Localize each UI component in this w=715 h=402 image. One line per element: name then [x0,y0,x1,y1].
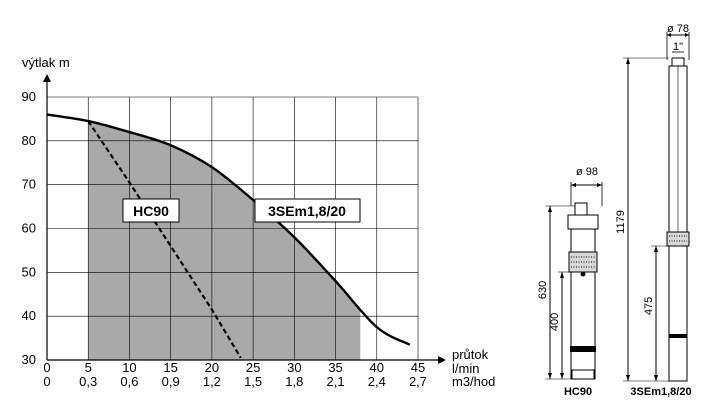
x-axis-arrow [438,356,446,364]
x-axis-unit-lmin: l/min [452,361,479,376]
y-axis-label: výtlak m [22,55,70,70]
x-tick-label-lmin: 45 [411,360,425,375]
x-tick-label-lmin: 15 [163,360,177,375]
y-tick-label: 70 [22,177,36,192]
hc90-inner-label: 400 [549,313,561,331]
x-origin-label: 0 [43,360,50,375]
chart-axes [43,74,446,364]
x-tick-label-m3h: 2,1 [327,374,345,389]
x-tick-label-m3h: 2,4 [368,374,386,389]
tick-labels: 30 40 50 60 70 80 90 5 10 15 20 25 30 35 40 45 00 0,3 0,6 0… [22,89,428,389]
series-3sem [46,113,411,346]
y-tick-label: 30 [22,352,36,367]
chart-gridlines [47,96,419,360]
3sem-height-label: 1179 [615,210,627,234]
y-tick-label: 80 [22,133,36,148]
x-tick-label-lmin: 35 [328,360,342,375]
svg-text:3SEm1,8/20: 3SEm1,8/20 [268,203,346,219]
3sem-pump-drawing: ø 78 1" 1179 475 3SEm1,8/20 [615,23,692,398]
y-tick-label: 40 [22,308,36,323]
x-tick-label-lmin: 25 [246,360,260,375]
3sem-name: 3SEm1,8/20 [630,386,691,398]
series-label-hc90: HC90 [122,198,180,223]
y-tick-label: 60 [22,221,36,236]
series-hc90 [87,120,242,359]
3sem-inner-label: 475 [643,297,655,315]
y-tick-label: 90 [22,89,36,104]
x-tick-label-lmin: 20 [205,360,219,375]
x-tick-label-m3h: 1,8 [285,374,303,389]
operating-range-shading [88,121,361,360]
svg-text:HC90: HC90 [133,203,169,219]
x-tick-label-lmin: 40 [370,360,384,375]
x-axis-label: průtok [452,347,489,362]
x-tick-label-m3h: 1,2 [203,374,221,389]
x-tick-label-m3h: 2,7 [409,374,427,389]
x-tick-label-m3h: 0,6 [120,374,138,389]
x-tick-label-lmin: 10 [122,360,136,375]
hc90-height-label: 630 [537,281,549,299]
series-label-3sem: 3SEm1,8/20 [254,198,361,223]
series-line [46,113,411,346]
x-tick-label-m3h: 0,3 [79,374,97,389]
y-tick-label: 50 [22,264,36,279]
hc90-name: HC90 [564,386,592,398]
x-tick-label-lmin: 30 [287,360,301,375]
x-axis-unit-m3h: m3/hod [452,374,495,389]
y-axis-arrow [43,74,51,82]
hc90-pump-drawing: ø 98 630 400 HC90 [537,166,603,398]
series-layer [46,113,411,359]
3sem-thread-label: 1" [673,41,683,53]
x-tick-label-lmin: 5 [85,360,92,375]
3sem-diameter-label: ø 78 [667,23,689,35]
x-tick-label-m3h: 1,5 [244,374,262,389]
series-line [87,120,242,359]
x-tick-label-m3h: 0 [43,374,50,389]
x-tick-label-m3h: 0,9 [162,374,180,389]
hc90-diameter-label: ø 98 [576,166,598,178]
